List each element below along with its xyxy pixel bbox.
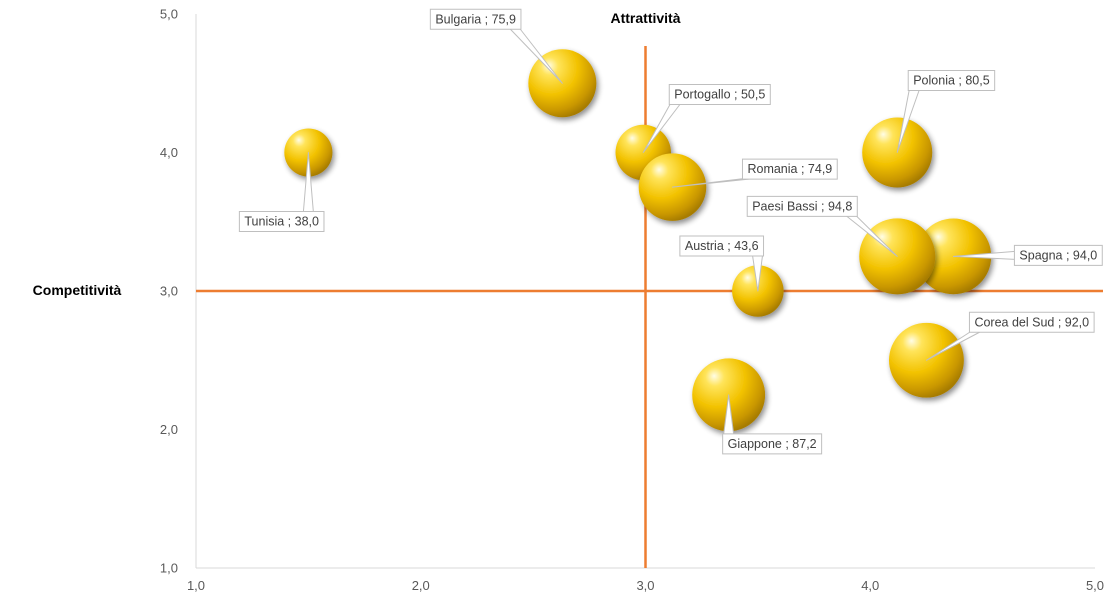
label-box [238,211,325,232]
data-label-tunisia: Tunisia ; 38,0 [238,152,325,232]
label-box [907,70,996,91]
data-label-romania: Romania ; 74,9 [671,158,838,188]
label-text: Corea del Sud ; 92,0 [974,315,1089,329]
bubbles [284,49,992,432]
data-label-spagna: Spagna ; 94,0 [952,244,1103,266]
y-tick-label: 2,0 [160,422,178,437]
label-text: Paesi Bassi ; 94,8 [752,199,852,213]
label-text: Spagna ; 94,0 [1019,248,1097,262]
x-tick-label: 5,0 [1086,578,1104,593]
label-text: Bulgaria ; 75,9 [435,12,516,26]
axes: 1,0 2,0 3,0 4,0 5,0 1,0 2,0 3,0 4,0 5,0 [160,7,1104,594]
label-box [741,158,838,180]
label-text: Romania ; 74,9 [747,162,832,176]
label-box [1013,244,1103,266]
y-tick-label: 5,0 [160,7,178,22]
y-tick-label: 1,0 [160,561,178,576]
data-label-paesi-bassi: Paesi Bassi ; 94,8 [746,195,898,257]
x-tick-label: 2,0 [412,578,430,593]
data-label-giappone: Giappone ; 87,2 [722,394,823,455]
x-tick-label: 3,0 [636,578,654,593]
label-text: Tunisia ; 38,0 [244,215,319,229]
label-box [429,8,522,30]
y-axis-title: Competitività [33,282,122,298]
x-axis-title: Attrattività [610,10,680,26]
label-box [722,433,823,455]
data-label-polonia: Polonia ; 80,5 [896,70,996,153]
label-box [668,84,771,105]
label-box [679,235,765,257]
reference-lines [196,46,1103,568]
data-label-austria: Austria ; 43,6 [679,235,765,292]
data-label-corea-del-sud: Corea del Sud ; 92,0 [925,311,1095,361]
x-tick-label: 1,0 [187,578,205,593]
x-tick-label: 4,0 [861,578,879,593]
y-tick-label: 3,0 [160,284,178,299]
y-tick-labels: 1,0 2,0 3,0 4,0 5,0 [160,7,178,576]
data-labels: Tunisia ; 38,0 Bulgaria ; 75,9 Portogallo … [238,8,1103,455]
x-tick-labels: 1,0 2,0 3,0 4,0 5,0 [187,578,1104,593]
label-box [746,195,858,217]
data-label-bulgaria: Bulgaria ; 75,9 [429,8,563,84]
label-text: Portogallo ; 50,5 [674,88,765,102]
label-text: Giappone ; 87,2 [728,437,817,451]
data-label-portogallo: Portogallo ; 50,5 [642,84,771,153]
y-tick-label: 4,0 [160,145,178,160]
label-text: Austria ; 43,6 [685,239,759,253]
label-box [968,311,1095,333]
label-text: Polonia ; 80,5 [913,74,989,88]
